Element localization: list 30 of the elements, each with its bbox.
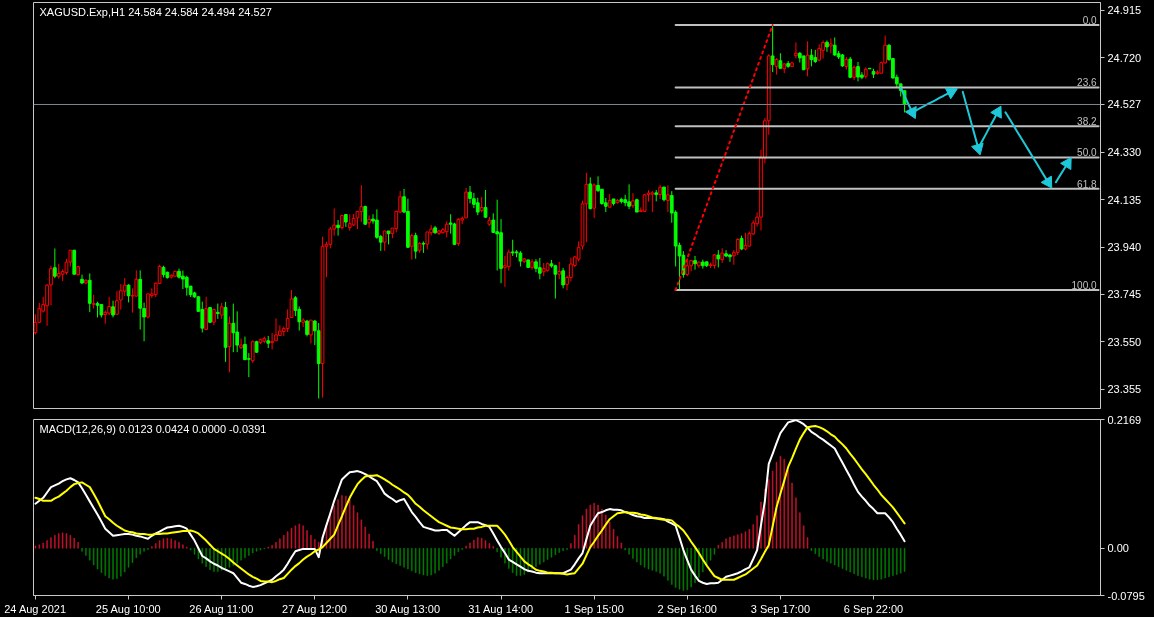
series-label: 23.6 bbox=[1077, 77, 1097, 89]
y-tick-label: 24.135 bbox=[1107, 193, 1142, 206]
y-tick-label: 0.2169 bbox=[1107, 413, 1142, 426]
x-tick-label: 1 Sep 15:00 bbox=[564, 602, 624, 615]
chart-title: MACD(12,26,9) 0.0123 0.0424 0.0000 -0.0391 bbox=[39, 422, 267, 435]
y-tick-label: 24.720 bbox=[1107, 51, 1142, 64]
y-tick-label: 24.330 bbox=[1107, 146, 1142, 159]
x-tick-label: 3 Sep 17:00 bbox=[750, 602, 811, 615]
legend-label: 0.0 bbox=[1082, 15, 1097, 27]
y-tick-label: -0.0795 bbox=[1107, 589, 1145, 602]
x-tick-label: 2 Sep 16:00 bbox=[657, 602, 717, 615]
y-tick-label: 23.550 bbox=[1107, 335, 1142, 348]
series-label: 100.0 bbox=[1071, 280, 1097, 291]
legend-label: 38.2 bbox=[1077, 116, 1097, 128]
series-label: 61.8 bbox=[1077, 178, 1097, 190]
y-tick-label: 23.355 bbox=[1107, 383, 1142, 396]
x-tick-label: 30 Aug 13:00 bbox=[375, 602, 441, 615]
x-tick-label: 24 Aug 2021 bbox=[4, 602, 67, 615]
x-tick-label: 27 Aug 12:00 bbox=[282, 602, 347, 615]
x-tick-label: 25 Aug 10:00 bbox=[95, 602, 161, 615]
ref-line-label: 24.527 bbox=[1107, 98, 1142, 111]
y-tick-label: 0.00 bbox=[1107, 542, 1129, 555]
chart-title: XAGUSD.Exp,H1 24.584 24.584 24.494 24.527 bbox=[39, 5, 272, 18]
y-tick-label: 24.915 bbox=[1107, 4, 1142, 17]
x-tick-label: 6 Sep 22:00 bbox=[843, 602, 904, 615]
series-label: 50.0 bbox=[1077, 147, 1097, 159]
x-tick-label: 26 Aug 11:00 bbox=[189, 602, 254, 615]
y-tick-label: 23.940 bbox=[1107, 241, 1142, 254]
x-tick-label: 31 Aug 14:00 bbox=[468, 602, 534, 615]
y-tick-label: 23.745 bbox=[1107, 288, 1142, 301]
